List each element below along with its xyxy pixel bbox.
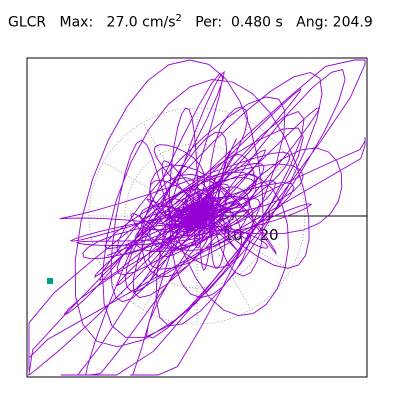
period-value: 0.480 s xyxy=(230,14,283,31)
x-tick-label-20: 20 xyxy=(259,226,278,244)
period-label: Per: xyxy=(195,14,223,31)
grid-radial-300 xyxy=(196,215,252,310)
trace-end-marker-group xyxy=(47,278,53,284)
trace-path xyxy=(28,59,366,376)
angle-value: 204.9 xyxy=(332,14,373,31)
chart-header: GLCR Max: 27.0 cm/s2 Per: 0.480 s Ang: 2… xyxy=(8,13,373,31)
angle-label: Ang: xyxy=(296,14,329,31)
trace-end-marker xyxy=(47,278,53,284)
max-value: 27.0 cm/s xyxy=(106,14,176,31)
particle-motion-trace xyxy=(28,59,366,376)
plot-frame xyxy=(26,57,368,378)
max-unit-exponent: 2 xyxy=(175,13,182,24)
station-code: GLCR xyxy=(8,14,47,31)
max-label: Max: xyxy=(59,14,94,31)
